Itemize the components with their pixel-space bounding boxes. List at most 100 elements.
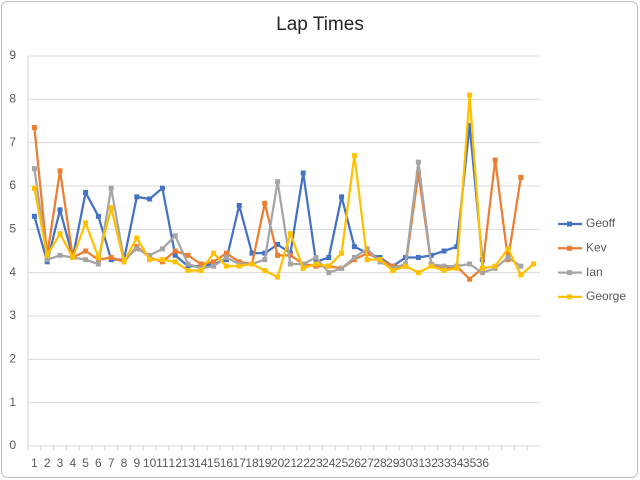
data-point — [83, 248, 89, 254]
y-tick-label: 9 — [9, 48, 16, 62]
data-point — [415, 170, 421, 176]
data-point — [313, 261, 319, 267]
x-tick-label: 7 — [108, 456, 115, 470]
data-point — [159, 185, 165, 191]
x-tick-label: 17 — [233, 456, 247, 470]
data-point — [415, 159, 421, 165]
data-point — [159, 257, 165, 263]
data-point — [518, 272, 524, 278]
data-point — [31, 125, 37, 130]
data-point — [44, 257, 50, 263]
x-tick-label: 12 — [169, 456, 183, 470]
data-point — [147, 196, 153, 202]
data-point — [172, 233, 178, 239]
data-point — [108, 205, 114, 211]
legend-label: Ian — [586, 265, 603, 279]
x-tick-label: 11 — [156, 456, 169, 470]
x-tick-label: 24 — [322, 456, 336, 470]
data-point — [492, 263, 498, 269]
data-point — [31, 166, 37, 172]
data-point — [172, 248, 178, 254]
data-point — [300, 265, 306, 271]
data-point — [351, 153, 357, 159]
x-tick-label: 33 — [437, 456, 451, 470]
data-point — [313, 255, 319, 260]
data-point — [326, 255, 332, 260]
data-point — [57, 207, 63, 213]
x-tick-label: 36 — [476, 456, 490, 470]
data-point — [454, 265, 460, 271]
data-point — [211, 250, 217, 256]
data-point — [147, 257, 153, 263]
x-tick-label: 27 — [361, 456, 375, 470]
data-point — [339, 250, 345, 256]
data-point — [249, 250, 255, 256]
x-tick-label: 16 — [220, 456, 234, 470]
data-point — [275, 242, 281, 247]
data-point — [364, 257, 370, 263]
y-tick-label: 2 — [9, 352, 16, 366]
data-point — [223, 263, 229, 269]
data-point — [198, 268, 204, 273]
x-tick-label: 15 — [207, 456, 221, 470]
y-tick-label: 0 — [9, 438, 16, 452]
data-point — [223, 250, 229, 256]
x-tick-label: 3 — [57, 456, 64, 470]
legend-marker — [567, 221, 572, 227]
data-point — [95, 261, 101, 267]
data-point — [441, 248, 447, 254]
data-point — [134, 246, 140, 252]
data-point — [287, 252, 293, 258]
data-point — [31, 213, 37, 219]
data-point — [223, 255, 229, 260]
x-tick-label: 35 — [463, 456, 477, 470]
data-point — [172, 252, 178, 258]
y-tick-label: 8 — [9, 92, 16, 106]
data-point — [95, 255, 101, 260]
data-point — [390, 268, 396, 273]
data-point — [83, 257, 89, 263]
x-tick-label: 18 — [245, 456, 259, 470]
data-point — [83, 190, 89, 195]
data-point — [287, 261, 293, 267]
data-point — [479, 270, 485, 276]
y-tick-label: 1 — [9, 395, 16, 409]
data-point — [57, 252, 63, 258]
data-point — [415, 255, 421, 260]
x-tick-label: 22 — [297, 456, 311, 470]
x-tick-label: 9 — [133, 456, 140, 470]
x-tick-label: 19 — [258, 456, 272, 470]
data-point — [108, 255, 114, 260]
x-tick-label: 26 — [348, 456, 362, 470]
data-point — [467, 92, 473, 98]
data-point — [262, 268, 268, 273]
data-point — [44, 252, 50, 258]
x-tick-label: 30 — [399, 456, 413, 470]
data-point — [262, 257, 268, 263]
data-point — [339, 194, 345, 200]
data-point — [428, 263, 434, 269]
legend-marker — [567, 294, 572, 300]
data-point — [326, 270, 332, 276]
x-tick-label: 14 — [194, 456, 208, 470]
series-line — [33, 93, 535, 279]
x-tick-label: 21 — [284, 456, 298, 470]
data-point — [403, 263, 409, 269]
data-point — [377, 257, 383, 263]
data-point — [262, 200, 268, 206]
data-point — [287, 231, 293, 237]
data-point — [454, 244, 460, 250]
chart-title: Lap Times — [276, 14, 364, 35]
data-point — [441, 268, 447, 273]
data-point — [108, 185, 114, 191]
data-point — [134, 194, 140, 200]
y-tick-label: 5 — [9, 222, 16, 236]
data-point — [185, 252, 191, 258]
data-point — [441, 263, 447, 269]
y-tick-label: 6 — [9, 178, 16, 192]
data-point — [95, 213, 101, 219]
data-point — [415, 270, 421, 276]
data-point — [70, 255, 76, 260]
x-tick-label: 28 — [373, 456, 387, 470]
